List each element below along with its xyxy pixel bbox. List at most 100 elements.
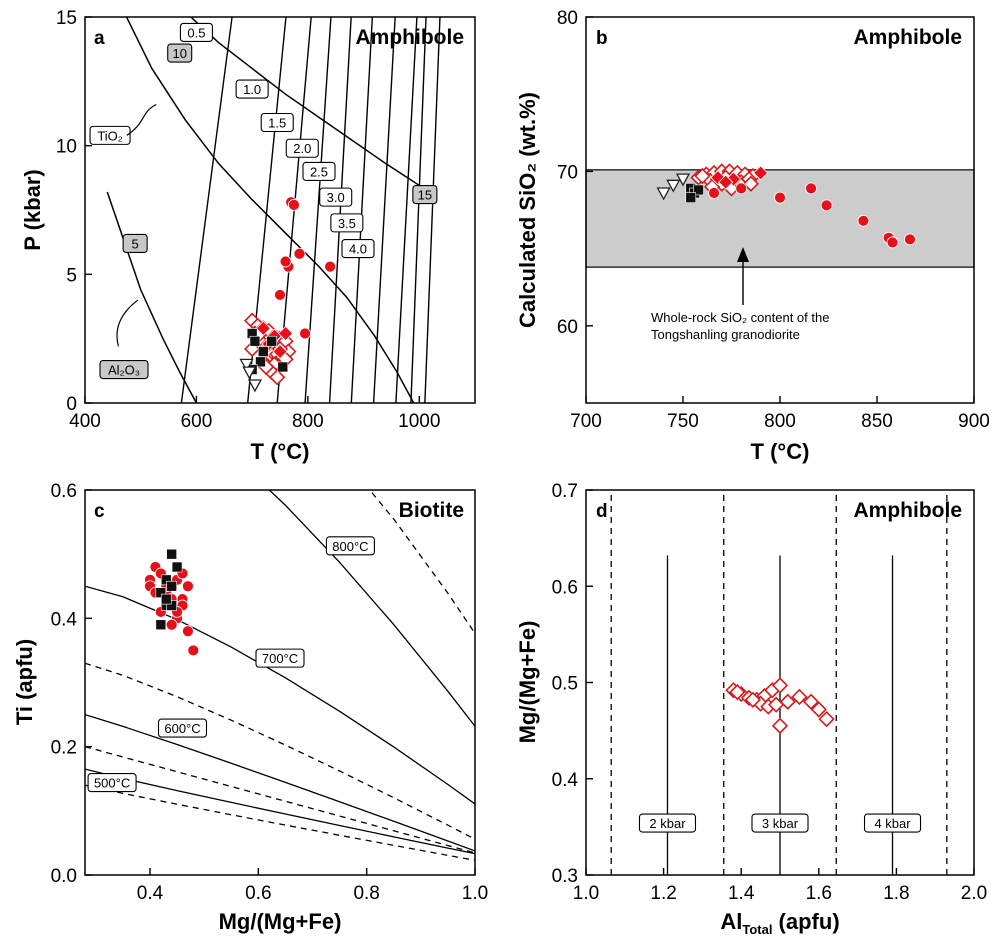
annotation-line-1: Whole-rock SiO₂ content of the (651, 310, 829, 325)
panel-d-points (725, 677, 835, 734)
point-circle (857, 214, 870, 227)
isobar-label-box (302, 161, 336, 181)
contour-label: 10 (172, 46, 186, 61)
y-tick-label: 0.3 (552, 866, 578, 887)
isotherm-solid (268, 490, 475, 727)
panel-d-ticks: 1.0 1.2 1.4 1.6 1.8 2.0 0.3 0.4 0.5 0.6 0.7 (552, 481, 988, 904)
y-tick-label: 10 (56, 137, 77, 158)
point-diamond-open (269, 369, 286, 386)
panel-d: 1.0 1.2 1.4 1.6 1.8 2.0 0.3 0.4 0.5 0.6 0.7 2 kbar… (515, 481, 987, 937)
isobar-label: 4.0 (349, 242, 367, 257)
isobar-label-box (638, 813, 697, 833)
panel-c-tag: c (94, 501, 105, 522)
x-tick-label: 1.0 (573, 883, 599, 904)
panel-a-oxide-curves (106, 17, 426, 403)
panel-a-frame (84, 16, 476, 404)
point-circle (274, 289, 286, 301)
x-tick-label: 0.8 (353, 883, 379, 904)
wholerock-sio2-band (585, 169, 975, 268)
point-square (160, 593, 172, 605)
point-diamond-filled (278, 325, 294, 342)
point-square (693, 184, 704, 196)
point-square (685, 192, 697, 203)
point-square (266, 335, 277, 347)
x-tick-label: 1.0 (462, 883, 488, 904)
point-diamond-open (744, 691, 761, 708)
isotherm-label: 600°C (164, 721, 200, 736)
panel-c-title: Biotite (399, 499, 464, 522)
isobar-label-box (751, 813, 809, 833)
isotherm-label-box (325, 536, 375, 556)
point-circle (774, 191, 786, 204)
point-diamond-open (767, 696, 785, 713)
annotation-line-2: Tongshanling granodiorite (651, 327, 800, 342)
isotherm-label: 800°C (332, 539, 368, 554)
y-tick-label: 70 (557, 162, 578, 183)
point-circle (187, 644, 200, 657)
panel-d-xlabel: AlTotal (apfu) (720, 909, 839, 937)
point-square (277, 361, 289, 373)
al2o3-label-box (99, 359, 149, 380)
panel-d-xlabel-main: Al (720, 909, 742, 934)
point-circle (324, 260, 337, 273)
x-tick-label: 1.6 (806, 883, 832, 904)
point-square (155, 619, 167, 631)
x-tick-label: 1.4 (728, 883, 755, 904)
al2o3-label: Al₂O₃ (108, 363, 140, 378)
panel-a-tag: a (94, 28, 105, 49)
point-diamond-open (771, 717, 789, 734)
y-tick-label: 0.7 (552, 481, 578, 502)
point-diamond-open (244, 340, 261, 358)
isotherm-dashed (85, 746, 475, 854)
x-tick-label: 400 (69, 411, 101, 432)
contour-label-box (167, 43, 193, 63)
point-diamond-filled (255, 320, 271, 336)
point-circle (279, 255, 292, 268)
panel-b-ylabel-text: Calculated SiO₂ (wt.%) (515, 92, 540, 328)
al2o3-pointer (116, 299, 139, 347)
panel-d-isobar-labels: 2 kbar 3 kbar 4 kbar (638, 813, 922, 833)
point-diamond-open (742, 175, 760, 192)
point-diamond-open (818, 710, 835, 728)
point-circle (299, 327, 311, 340)
panel-d-xlabel-sub: Total (742, 922, 772, 937)
isobar-line (180, 17, 233, 403)
panel-d-tag: d (596, 501, 608, 522)
tio2-label: TiO₂ (97, 128, 123, 143)
point-square (249, 335, 261, 347)
x-tick-label: 600 (181, 411, 213, 432)
point-circle (293, 247, 306, 260)
panel-b-xlabel: T (°C) (751, 439, 810, 464)
isotherm-label: 500°C (94, 776, 130, 791)
y-tick-label: 5 (66, 265, 77, 286)
y-tick-label: 0.6 (51, 481, 77, 502)
isobar-label-box (863, 813, 922, 833)
point-circle (805, 182, 817, 195)
panel-a-isobars (180, 17, 441, 403)
point-circle (904, 233, 916, 246)
isobar-label-box (319, 187, 353, 207)
isobar-label-box (235, 79, 269, 99)
point-diamond-open (779, 693, 796, 710)
panel-c-isotherm-labels: 800°C 700°C 600°C 500°C (87, 536, 375, 793)
isobar-line (395, 17, 418, 403)
x-tick-label: 1.8 (883, 883, 909, 904)
point-triangle (239, 358, 254, 372)
point-square (166, 548, 177, 560)
isobar-line (372, 17, 396, 403)
isotherm-label-box (157, 718, 208, 738)
point-square (160, 574, 172, 586)
point-circle (708, 187, 720, 199)
point-diamond-open (802, 693, 820, 710)
isobar-label-box (330, 213, 364, 233)
point-diamond-open (791, 688, 808, 706)
panel-a-curve-labels: 0.5 1.0 1.5 2.0 2.5 3.0 3.5 4.0 10 15 5 TiO₂ Al₂O₃ (89, 22, 438, 380)
panel-b-points (656, 163, 916, 249)
x-tick-label: 1.2 (650, 883, 676, 904)
panel-a-points (239, 196, 337, 393)
point-diamond-filled (272, 343, 288, 360)
x-tick-label: 0.6 (245, 883, 271, 904)
x-tick-label: 800 (292, 411, 324, 432)
isobar-label: 1.5 (268, 116, 286, 131)
isotherm-dashed (85, 662, 475, 840)
